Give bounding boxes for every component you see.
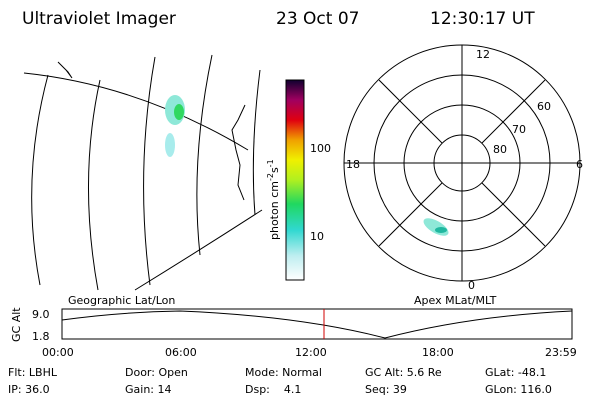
status: GLat: -48.1 xyxy=(485,366,546,379)
status: Flt: LBHL xyxy=(8,366,58,379)
time-tick: 00:00 xyxy=(42,346,74,359)
time-tick: 12:00 xyxy=(295,346,327,359)
time-tick: 23:59 xyxy=(545,346,577,359)
mlat-label: 80 xyxy=(493,143,507,156)
mlt-label: 18 xyxy=(346,158,360,171)
mlat-label: 60 xyxy=(537,100,551,113)
status: GC Alt: 5.6 Re xyxy=(365,366,442,379)
status: Seq: 39 xyxy=(365,383,407,396)
status: Dsp: 4.1 xyxy=(245,383,301,396)
colorbar-tick: 100 xyxy=(310,142,331,155)
mlt-label: 6 xyxy=(576,158,583,171)
geo-map xyxy=(23,54,263,291)
time-tick: 06:00 xyxy=(165,346,197,359)
time: 12:30:17 UT xyxy=(430,9,535,29)
colorbar-tick: 10 xyxy=(310,230,324,243)
mlt-label: 12 xyxy=(476,48,490,61)
altitude-curve xyxy=(61,310,573,339)
instrument: Ultraviolet Imager xyxy=(22,9,176,29)
mlt-label: 0 xyxy=(468,279,475,292)
status: Door: Open xyxy=(125,366,188,379)
colorbar xyxy=(285,79,305,281)
colorbar-label: photon cm-2s-1 xyxy=(266,159,281,240)
altitude-axis-label: GC Alt xyxy=(10,307,23,342)
status: Gain: 14 xyxy=(125,383,172,396)
status: IP: 36.0 xyxy=(8,383,50,396)
time-tick: 18:00 xyxy=(422,346,454,359)
altitude-tick: 1.8 xyxy=(32,330,50,343)
map-label: Geographic Lat/Lon xyxy=(68,294,175,307)
polar-label: Apex MLat/MLT xyxy=(414,294,497,307)
status: Mode: Normal xyxy=(245,366,322,379)
polar-plot xyxy=(343,44,581,282)
altitude-tick: 9.0 xyxy=(32,308,50,321)
date: 23 Oct 07 xyxy=(276,9,359,29)
mlat-label: 70 xyxy=(512,123,526,136)
altitude-box xyxy=(61,308,573,340)
status: GLon: 116.0 xyxy=(485,383,552,396)
